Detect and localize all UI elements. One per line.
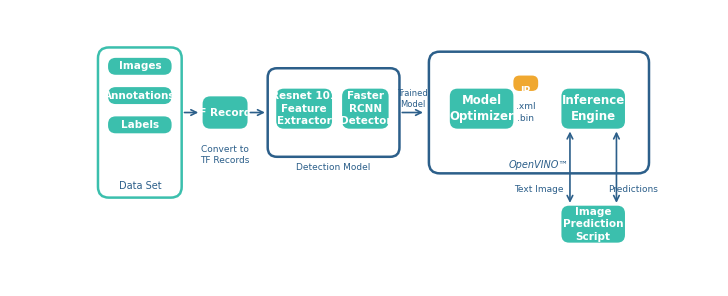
Text: OpenVINO™: OpenVINO™: [509, 160, 569, 170]
FancyBboxPatch shape: [98, 47, 182, 198]
FancyBboxPatch shape: [268, 68, 400, 157]
Text: Predictions: Predictions: [609, 185, 658, 194]
Text: Inference
Engine: Inference Engine: [561, 94, 625, 123]
FancyBboxPatch shape: [108, 58, 172, 75]
Text: Faster
RCNN
Detector: Faster RCNN Detector: [339, 91, 391, 126]
FancyBboxPatch shape: [561, 206, 625, 243]
Text: .xml
.bin: .xml .bin: [516, 102, 536, 123]
Text: Resnet 101
Feature
Extractor: Resnet 101 Feature Extractor: [271, 91, 337, 126]
FancyBboxPatch shape: [276, 89, 332, 129]
Text: Model
Optimizer: Model Optimizer: [449, 94, 514, 123]
Text: Image
Prediction
Script: Image Prediction Script: [563, 207, 623, 242]
FancyBboxPatch shape: [429, 52, 649, 173]
Text: Annotations: Annotations: [104, 91, 175, 101]
FancyBboxPatch shape: [202, 96, 248, 129]
FancyBboxPatch shape: [108, 116, 172, 133]
Text: Convert to
TF Records: Convert to TF Records: [200, 145, 250, 165]
Text: Detection Model: Detection Model: [296, 163, 371, 173]
FancyBboxPatch shape: [513, 75, 538, 91]
Text: Images: Images: [119, 61, 161, 71]
Text: TF Records: TF Records: [192, 107, 258, 118]
Text: IR: IR: [521, 86, 531, 96]
FancyBboxPatch shape: [450, 89, 513, 129]
Text: Text Image: Text Image: [514, 185, 563, 194]
FancyBboxPatch shape: [561, 89, 625, 129]
Text: Data Set: Data Set: [119, 181, 161, 191]
FancyBboxPatch shape: [108, 87, 172, 104]
FancyBboxPatch shape: [342, 89, 389, 129]
Text: Labels: Labels: [121, 120, 159, 130]
Text: Trained
Model: Trained Model: [397, 89, 428, 109]
